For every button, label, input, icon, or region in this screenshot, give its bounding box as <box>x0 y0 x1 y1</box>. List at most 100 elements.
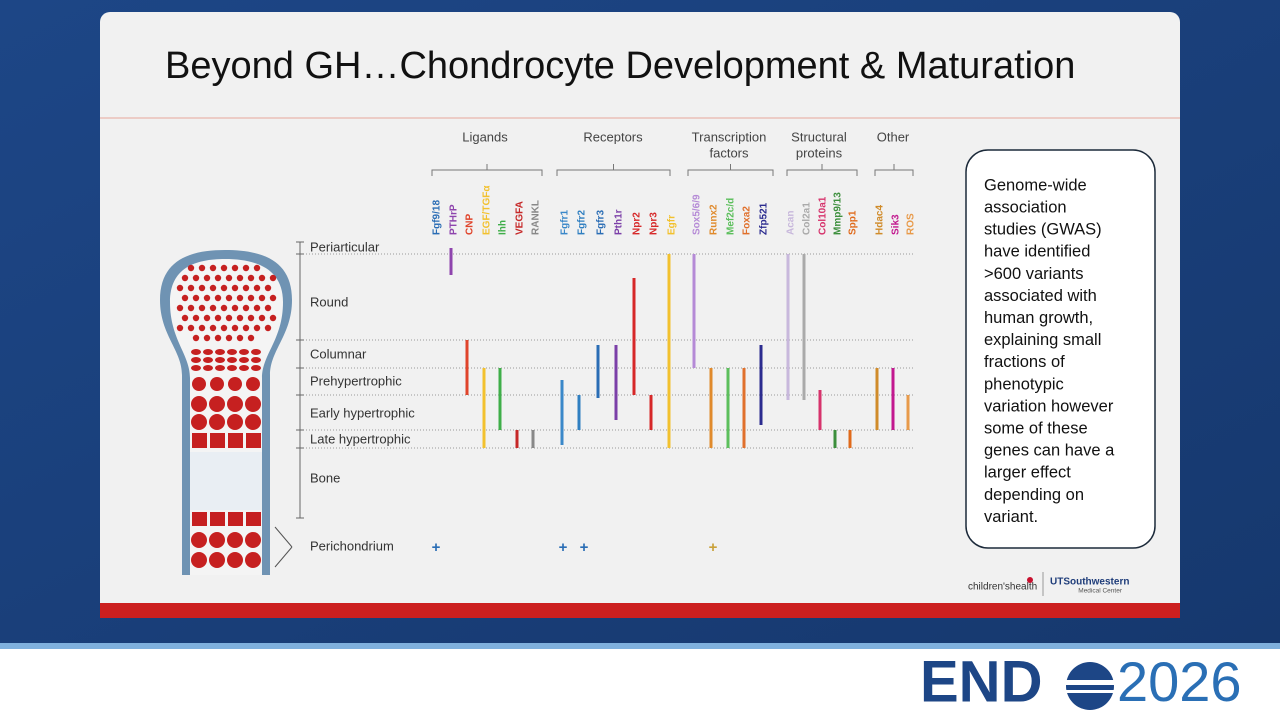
cell <box>191 349 201 355</box>
callout-line: have identified <box>984 243 1090 261</box>
cell <box>191 365 201 371</box>
cell <box>247 334 255 342</box>
cell <box>191 414 207 430</box>
cell <box>210 512 225 526</box>
logo-mark <box>1027 577 1033 583</box>
callout-line: phenotypic <box>984 375 1064 393</box>
cell <box>209 304 217 312</box>
group-label: Transcription <box>692 129 767 144</box>
cell <box>253 284 261 292</box>
cell <box>251 357 261 363</box>
callout-line: association <box>984 198 1067 216</box>
cell <box>239 365 249 371</box>
cell <box>251 365 261 371</box>
cell <box>214 314 222 322</box>
reference-bar <box>100 603 1180 618</box>
cell <box>181 274 189 282</box>
cell <box>236 334 244 342</box>
gene-label: Fgfr2 <box>577 210 588 235</box>
cell <box>227 552 243 568</box>
cell <box>225 294 233 302</box>
cell <box>214 294 222 302</box>
cell <box>227 349 237 355</box>
cell <box>209 264 217 272</box>
cell <box>246 512 261 526</box>
gene-label: Fgfr3 <box>596 210 607 235</box>
gene-label: Runx2 <box>709 204 720 235</box>
cell <box>198 264 206 272</box>
cell <box>246 377 260 391</box>
cell <box>264 304 272 312</box>
cell <box>192 377 206 391</box>
cell <box>214 274 222 282</box>
cell <box>203 349 213 355</box>
callout-box <box>965 149 1156 549</box>
cell <box>187 284 195 292</box>
cell <box>253 324 261 332</box>
gene-label: Fgf9/18 <box>432 200 443 235</box>
cell <box>227 357 237 363</box>
cell <box>242 264 250 272</box>
cell <box>191 532 207 548</box>
cell <box>187 324 195 332</box>
callout-line: larger effect <box>984 464 1071 482</box>
cell <box>198 304 206 312</box>
group-label: Structural <box>791 129 847 144</box>
gene-label: CNP <box>465 214 476 235</box>
gene-label: PTHrP <box>449 204 460 235</box>
cell <box>225 314 233 322</box>
cell <box>245 552 261 568</box>
cell <box>220 284 228 292</box>
slide-title: Beyond GH…Chondrocyte Development & Matu… <box>165 45 1075 87</box>
cell <box>242 304 250 312</box>
cell <box>246 433 261 448</box>
gene-label: Npr2 <box>632 212 643 235</box>
group-bracket <box>874 164 914 176</box>
cell <box>225 274 233 282</box>
cell <box>225 334 233 342</box>
cell <box>209 396 225 412</box>
callout-line: associated with <box>984 287 1097 305</box>
cell <box>192 294 200 302</box>
cell <box>253 264 261 272</box>
cell <box>209 284 217 292</box>
cell <box>264 284 272 292</box>
cell <box>231 284 239 292</box>
cell <box>227 532 243 548</box>
cell <box>176 304 184 312</box>
perichondrium-marker: + <box>580 539 589 556</box>
cell <box>269 294 277 302</box>
cell <box>247 274 255 282</box>
cell <box>247 294 255 302</box>
perichondrium-marker: + <box>559 539 568 556</box>
perichondrium-marker: + <box>709 539 718 556</box>
cell <box>192 274 200 282</box>
slide-card <box>100 12 1180 618</box>
callout-line: genes can have a <box>984 442 1115 460</box>
gene-label: Mmp9/13 <box>833 192 844 235</box>
cell <box>239 357 249 363</box>
zone-label: Bone <box>310 470 340 485</box>
cell <box>209 324 217 332</box>
cell <box>192 512 207 526</box>
cell <box>227 365 237 371</box>
cell <box>203 294 211 302</box>
cell <box>245 532 261 548</box>
zone-label: Late hypertrophic <box>310 431 411 446</box>
cell <box>191 396 207 412</box>
perichondrium-marker: + <box>432 539 441 556</box>
cell <box>258 294 266 302</box>
gene-label: Mef2c/d <box>726 198 737 235</box>
cell <box>228 433 243 448</box>
cell <box>242 284 250 292</box>
cell <box>191 357 201 363</box>
cell <box>181 314 189 322</box>
gene-label: ROS <box>906 213 917 235</box>
gene-label: Hdac4 <box>875 205 886 235</box>
cell <box>228 512 243 526</box>
callout-line: Genome-wide <box>984 176 1087 194</box>
zone-label: Early hypertrophic <box>310 405 415 420</box>
cell <box>258 314 266 322</box>
callout-line: depending on <box>984 486 1084 504</box>
